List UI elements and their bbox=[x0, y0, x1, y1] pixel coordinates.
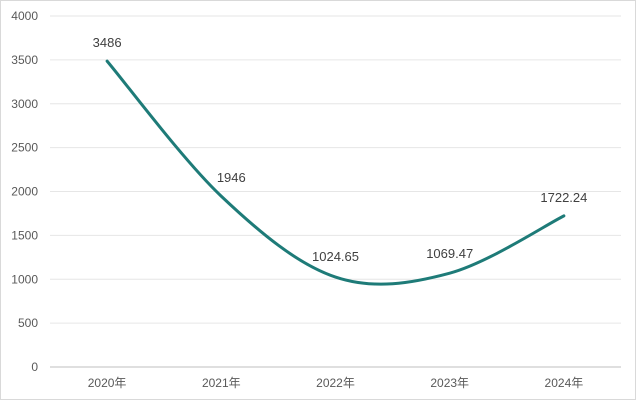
y-tick-label: 2500 bbox=[11, 141, 38, 155]
data-label: 1069.47 bbox=[426, 246, 473, 261]
y-tick-label: 2000 bbox=[11, 185, 38, 199]
x-tick-label: 2022年 bbox=[316, 376, 355, 390]
y-tick-label: 3500 bbox=[11, 53, 38, 67]
data-label: 1024.65 bbox=[312, 249, 359, 264]
y-tick-label: 1000 bbox=[11, 272, 38, 286]
x-tick-label: 2023年 bbox=[430, 376, 469, 390]
y-tick-label: 3000 bbox=[11, 97, 38, 111]
y-tick-label: 500 bbox=[18, 316, 38, 330]
x-tick-label: 2020年 bbox=[88, 376, 127, 390]
data-label: 3486 bbox=[93, 35, 122, 50]
x-tick-label: 2024年 bbox=[545, 376, 584, 390]
series-line bbox=[105, 59, 566, 286]
y-tick-label: 1500 bbox=[11, 228, 38, 242]
data-label: 1722.24 bbox=[540, 190, 587, 205]
y-tick-label: 0 bbox=[31, 360, 38, 374]
data-label: 1946 bbox=[217, 170, 246, 185]
y-tick-label: 4000 bbox=[11, 9, 38, 23]
x-tick-label: 2021年 bbox=[202, 376, 241, 390]
